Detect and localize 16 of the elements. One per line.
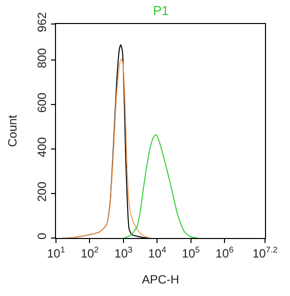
x-axis-title: APC-H [142,272,180,286]
y-tick-label: 0 [35,232,50,240]
x-tick-label: 10$^{4}$ [148,244,166,260]
x-tick-label: 10$^{2}$ [80,244,100,260]
y-tick-label: 200 [35,181,50,202]
y-axis-title: Count [6,114,20,148]
y-tick-label: 600 [35,92,50,113]
x-tick-label: 10$^{3}$ [114,244,133,260]
y-tick-label: 800 [35,48,50,68]
x-tick-label: 10$^{7.2}$ [252,244,278,260]
y-tick-label: 962 [35,12,50,32]
x-tick-label: 10$^{5}$ [182,244,200,260]
text: P1 [153,3,169,18]
x-tick-label: 10$^{1}$ [46,244,66,260]
y-tick-label: 400 [35,136,50,158]
x-tick-label: 10$^{6}$ [216,244,234,260]
